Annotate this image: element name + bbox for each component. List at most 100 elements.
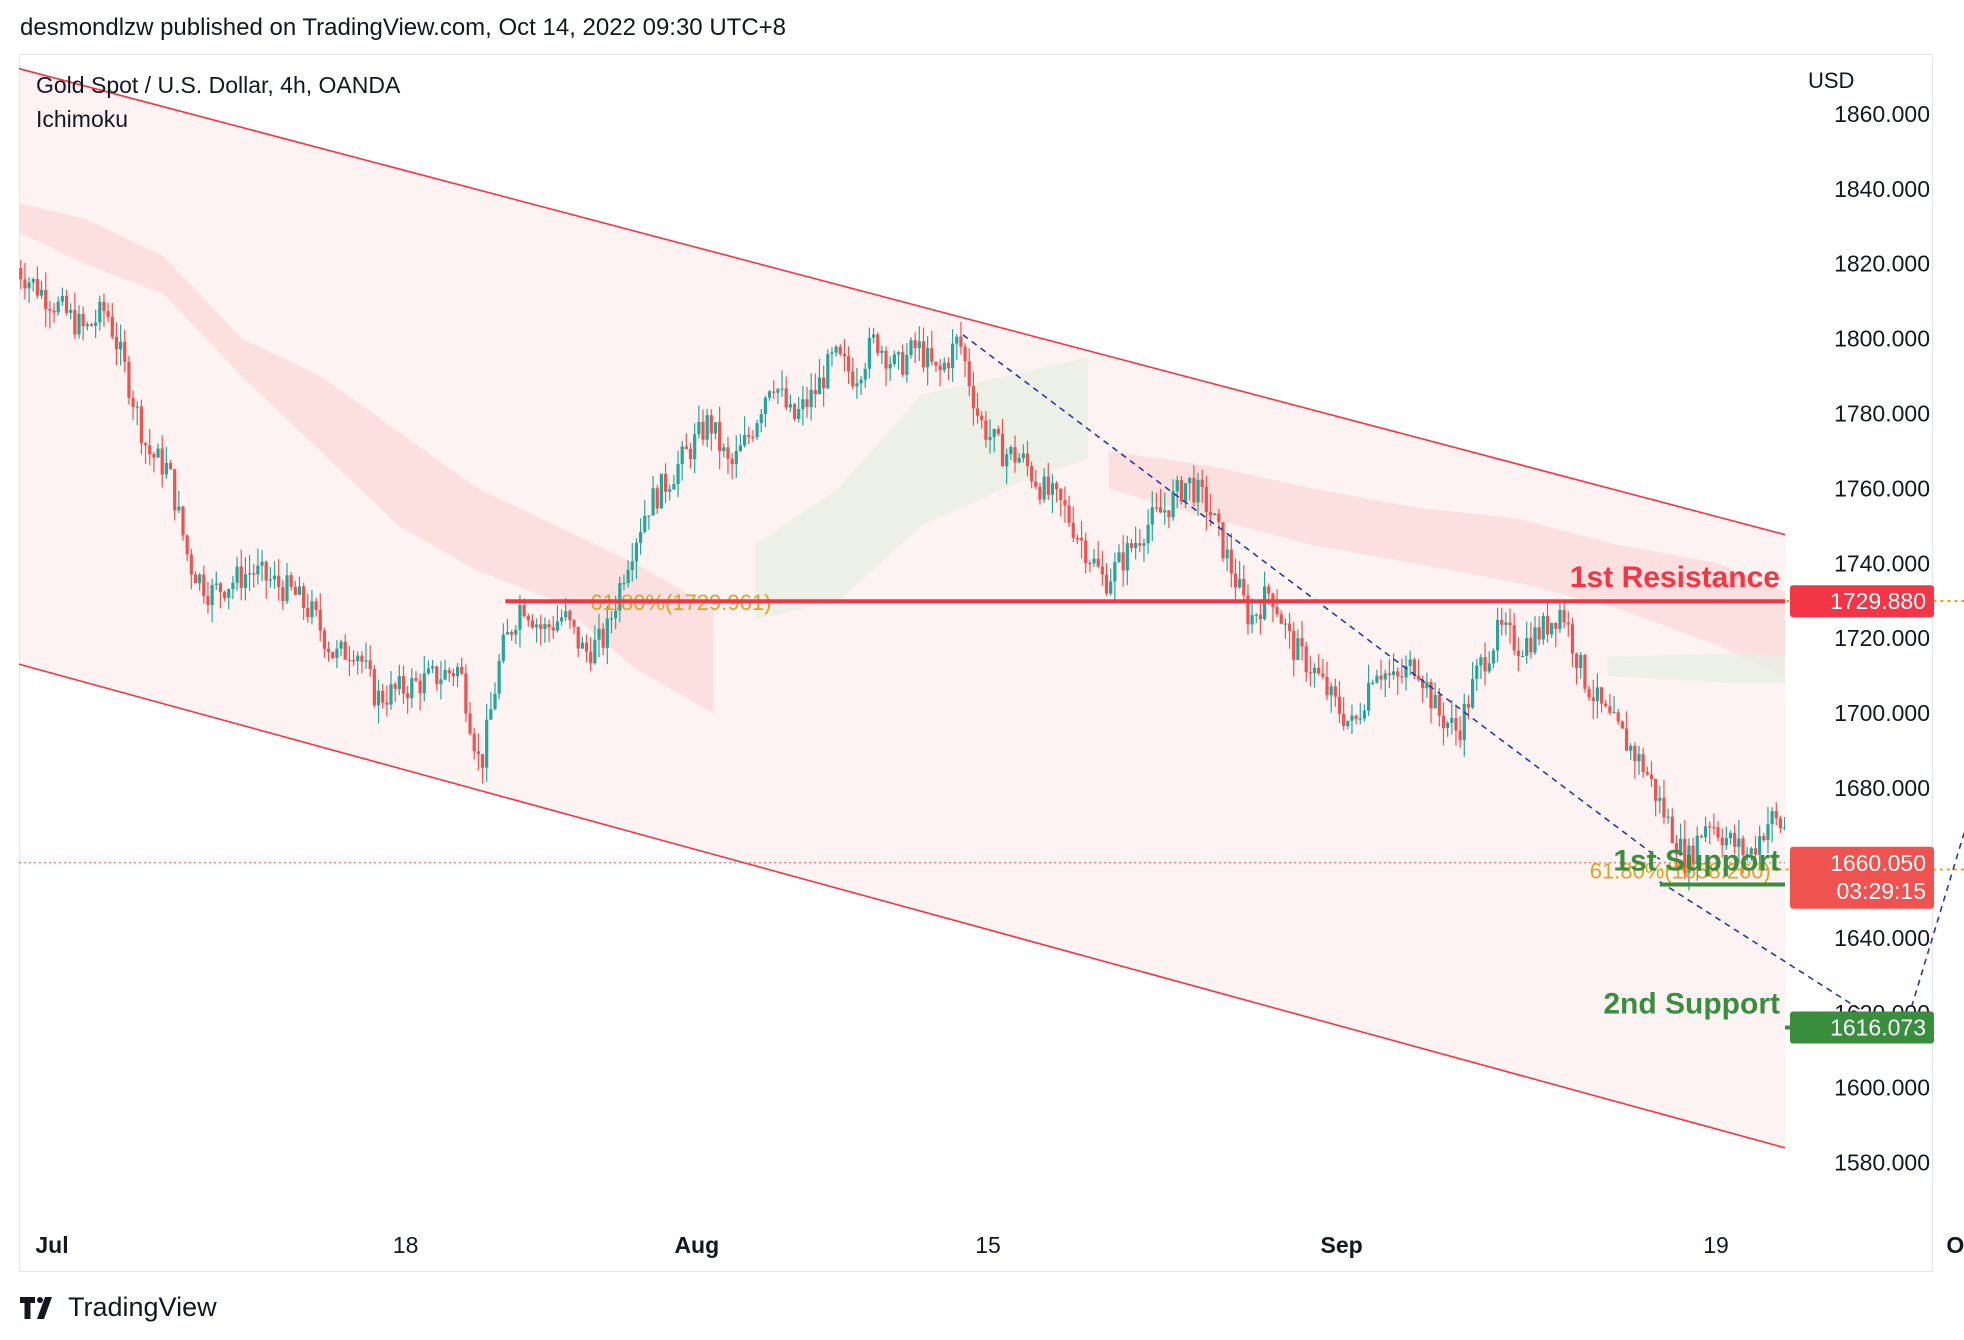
candle-body: [1325, 676, 1329, 696]
candle-body: [260, 561, 264, 566]
candle-body: [1412, 659, 1416, 676]
candle-body: [1862, 982, 1865, 995]
candle-body: [859, 379, 863, 384]
candle-body: [1396, 671, 1400, 677]
channel-layer: [6, 65, 1964, 1208]
swing-dashed-line-0[interactable]: [962, 334, 1661, 860]
candle-body: [518, 605, 522, 630]
level-label: 1st Resistance: [1570, 561, 1780, 594]
candle-body: [148, 445, 152, 455]
candle-body: [1129, 543, 1134, 549]
candle-body: [164, 463, 168, 475]
candle-body: [643, 515, 647, 532]
indicator-name[interactable]: Ichimoku: [36, 106, 129, 132]
candle-body: [967, 361, 971, 387]
candle-body: [464, 673, 468, 714]
candle-body: [1437, 694, 1441, 716]
candle-body: [1579, 654, 1583, 668]
symbol-title[interactable]: Gold Spot / U.S. Dollar, 4h, OANDA: [36, 72, 401, 98]
candle-body: [1800, 824, 1803, 840]
candle-body: [572, 620, 576, 627]
candle-body: [1958, 823, 1961, 840]
candle-body: [834, 346, 838, 353]
price-tick-label: 1600.000: [1834, 1075, 1930, 1101]
candle-body: [181, 506, 185, 536]
candle-body: [626, 569, 630, 584]
price-tick-label: 1840.000: [1834, 176, 1930, 202]
candle-body: [535, 624, 539, 628]
tradingview-logo-icon: [20, 1296, 52, 1319]
candle-body: [1283, 623, 1287, 625]
candle-body: [718, 422, 722, 451]
price-axis: 1860.000 1840.000 1820.000 1800.000 1780.000…: [1834, 101, 1930, 1176]
candle-body: [1695, 835, 1699, 865]
chart-canvas[interactable]: 61.80%(1729.961)61.80%(1658.260)1st Resi…: [0, 0, 1964, 1280]
swing-dashed-line-2[interactable]: [1904, 601, 1964, 1028]
candle-body: [1138, 543, 1142, 546]
time-tick-label: 18: [393, 1232, 419, 1258]
channel-lower-line[interactable]: [6, 661, 1964, 1208]
candle-body: [85, 324, 89, 327]
candle-body: [668, 489, 672, 492]
candle-body: [847, 356, 851, 372]
candle-body: [227, 589, 231, 598]
candle-body: [1712, 827, 1716, 829]
candle-body: [693, 434, 697, 460]
candle-body: [1109, 581, 1113, 594]
candle-body: [921, 341, 926, 368]
candle-body: [988, 436, 992, 440]
candle-body: [1624, 728, 1629, 751]
candle-body: [1866, 979, 1869, 982]
candle-body: [81, 314, 85, 327]
candle-body: [930, 348, 934, 362]
candle-body: [672, 484, 676, 490]
footer-logo[interactable]: TradingView: [20, 1292, 217, 1323]
candle-body: [397, 676, 401, 689]
candle-body: [356, 655, 360, 661]
candle-body: [1046, 476, 1050, 495]
candle-body: [1179, 480, 1183, 502]
candle-body: [1475, 665, 1479, 680]
candle-body: [1733, 832, 1737, 847]
candle-body: [1200, 479, 1204, 488]
candle-body: [1333, 686, 1337, 697]
candle-body: [1329, 686, 1333, 696]
candle-body: [1088, 563, 1092, 565]
candle-body: [1883, 995, 1886, 997]
candle-body: [942, 362, 946, 370]
candle-body: [406, 693, 410, 699]
candle-body: [759, 414, 763, 424]
candle-body: [1537, 627, 1541, 640]
candle-body: [1154, 507, 1159, 509]
ichimoku-cloud-layer: [19, 203, 1785, 714]
candle-body: [1720, 837, 1724, 846]
candle-body: [1229, 549, 1233, 574]
candle-body: [1250, 615, 1254, 625]
publish-header: desmondlzw published on TradingView.com,…: [20, 14, 787, 41]
candle-body: [1662, 797, 1666, 818]
candle-body: [1949, 842, 1952, 848]
candle-body: [1845, 950, 1848, 963]
candle-body: [1641, 754, 1645, 773]
candle-body: [368, 660, 372, 670]
candle-body: [256, 565, 260, 575]
candle-body: [239, 566, 243, 588]
candle-body: [559, 617, 564, 622]
candle-body: [946, 362, 951, 369]
candle-body: [838, 346, 842, 354]
candle-body: [264, 561, 268, 581]
candle-body: [277, 575, 281, 588]
candle-body: [1745, 854, 1749, 856]
channel-upper-line[interactable]: [6, 65, 1964, 702]
candle-body: [580, 642, 584, 649]
candle-body: [106, 311, 110, 317]
candle-body: [15, 264, 18, 268]
candle-body: [1005, 454, 1009, 467]
swing-dashed-line-1[interactable]: [1659, 881, 1890, 1029]
candle-body: [709, 415, 713, 434]
candle-body: [1421, 679, 1425, 689]
candle-body: [880, 350, 884, 353]
candle-body: [1150, 507, 1154, 525]
candle-body: [455, 666, 460, 677]
